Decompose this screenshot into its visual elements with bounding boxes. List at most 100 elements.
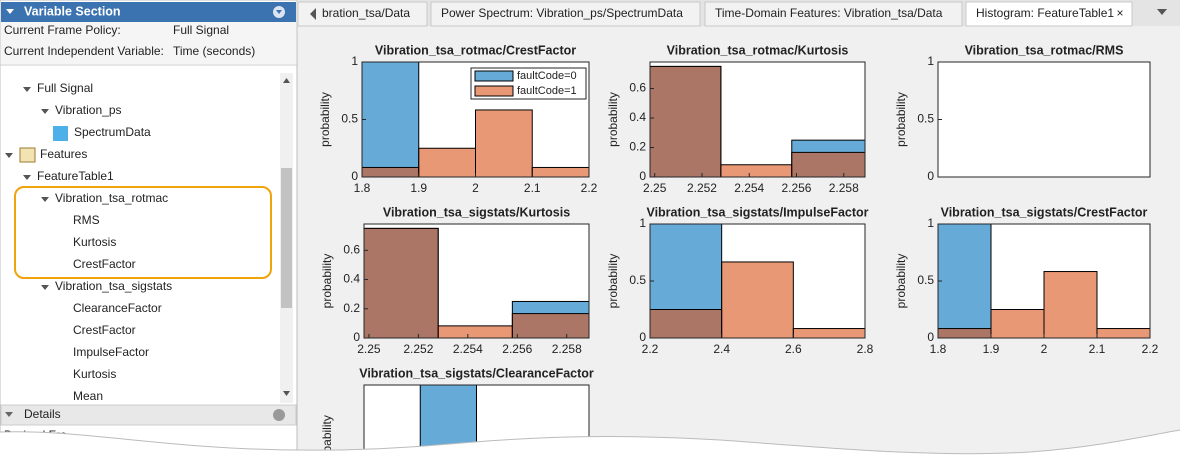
legend-label: faultCode=0	[517, 70, 577, 82]
y-tick-label: 0.4	[629, 110, 646, 124]
x-tick-label: 2.258	[552, 342, 582, 356]
y-axis-label: probability	[606, 254, 620, 309]
details-menu[interactable]	[273, 409, 285, 421]
expand-icon[interactable]	[5, 412, 13, 417]
x-tick-label: 2.1	[524, 181, 541, 195]
histogram-bar	[418, 147, 476, 178]
tab-menu[interactable]	[1157, 9, 1167, 15]
histogram-bar	[1096, 328, 1151, 339]
histogram-bar	[511, 313, 590, 339]
scroll-thumb[interactable]	[281, 168, 292, 308]
tree-item[interactable]: RMS	[73, 213, 100, 227]
x-tick-label: 2.256	[502, 342, 532, 356]
tree-item[interactable]: Kurtosis	[73, 367, 116, 381]
plot-title: Vibration_tsa_sigstats/ClearanceFactor	[359, 366, 594, 380]
histogram-bar	[531, 166, 590, 178]
histogram-bar	[791, 151, 866, 178]
collapse-icon[interactable]	[6, 9, 14, 14]
x-tick-label: 2.25	[357, 342, 381, 356]
value: Time (seconds)	[173, 44, 255, 58]
tree-item[interactable]: CrestFactor	[73, 257, 136, 271]
data-icon	[53, 126, 68, 141]
x-tick-label: 2.258	[829, 181, 859, 195]
tree: Full Signal Vibration_ps SpectrumData Featu…	[5, 81, 172, 403]
tree-item[interactable]: Mean	[73, 389, 103, 403]
tree-item[interactable]: Vibration_tsa_sigstats	[55, 279, 172, 293]
tab-close[interactable]: ×	[1116, 6, 1123, 20]
x-tick-label: 2.2	[581, 181, 598, 195]
tree-item[interactable]: CrestFactor	[73, 323, 136, 337]
tree-item[interactable]: FeatureTable1	[37, 169, 114, 183]
torn-edge	[0, 430, 1180, 460]
tree-item[interactable]: SpectrumData	[74, 125, 151, 139]
y-tick-label: 0.2	[629, 140, 646, 154]
x-tick-label: 2.254	[453, 342, 483, 356]
panel-header	[1, 2, 296, 22]
x-tick-label: 2	[472, 181, 479, 195]
y-tick-label: 1	[351, 54, 358, 68]
plot-title: Vibration_tsa_rotmac/RMS	[965, 43, 1124, 57]
tree-toggle[interactable]	[23, 175, 31, 180]
tab[interactable]	[965, 1, 1133, 27]
histogram-bar	[649, 309, 723, 339]
tree-toggle[interactable]	[41, 285, 49, 290]
tree-item[interactable]: Vibration_ps	[55, 103, 122, 117]
table-icon	[19, 147, 36, 163]
legend-swatch	[474, 85, 514, 97]
tree-item[interactable]: Features	[40, 147, 87, 161]
y-tick-label: 0.5	[917, 273, 934, 287]
panel-menu-arrow	[276, 10, 282, 14]
y-axis-label: probability	[894, 254, 908, 309]
legend-label: faultCode=1	[517, 85, 577, 97]
x-tick-label: 2.252	[687, 181, 717, 195]
tab-scroll-left[interactable]	[310, 8, 316, 20]
tabs: bration_tsa/Data Power Spectrum: Vibratio…	[297, 1, 1133, 27]
x-tick-label: 2	[1041, 342, 1048, 356]
histogram-bar	[475, 109, 533, 178]
y-tick-label: 0	[639, 330, 646, 344]
y-tick-label: 0.2	[343, 301, 360, 315]
x-tick-label: 2.8	[857, 342, 874, 356]
x-tick-label: 2.252	[403, 342, 433, 356]
tree-item[interactable]: Full Signal	[37, 81, 93, 95]
histogram-bar	[649, 65, 722, 178]
x-tick-label: 2.4	[713, 342, 730, 356]
histogram-bar	[361, 61, 420, 178]
highlight	[14, 186, 272, 279]
y-axis-label: probability	[320, 415, 334, 460]
histogram-bar	[361, 166, 420, 178]
tab[interactable]	[297, 1, 428, 27]
tree-item[interactable]: Kurtosis	[73, 235, 116, 249]
tree-toggle[interactable]	[41, 109, 49, 114]
panel-title: Variable Section	[24, 4, 121, 18]
y-axis-label: probability	[606, 92, 620, 147]
tree-item[interactable]: ClearanceFactor	[73, 301, 162, 315]
y-tick-label: 0.5	[341, 112, 358, 126]
tree-toggle[interactable]	[5, 153, 13, 158]
x-tick-label: 1.8	[354, 181, 371, 195]
y-tick-label: 0.5	[629, 273, 646, 287]
x-tick-label: 2.2	[642, 342, 659, 356]
tree-toggle[interactable]	[23, 87, 31, 92]
y-axis-label: probability	[318, 92, 332, 147]
scroll-down[interactable]	[283, 391, 290, 396]
y-tick-label: 1	[927, 54, 934, 68]
left-panel	[0, 0, 298, 460]
tree-item[interactable]: ImpulseFactor	[73, 345, 149, 359]
plot-title: Vibration_tsa_sigstats/ImpulseFactor	[646, 205, 868, 219]
x-tick-label: 1.8	[930, 342, 947, 356]
plots: Vibration_tsa_rotmac/CrestFactor probabil…	[318, 43, 1159, 460]
x-tick-label: 2.6	[785, 342, 802, 356]
tab[interactable]	[430, 1, 701, 27]
histogram-bar	[720, 164, 793, 178]
y-tick-label: 0	[639, 169, 646, 183]
x-tick-label: 2.1	[1089, 342, 1106, 356]
plot-border	[649, 61, 866, 178]
scroll-up[interactable]	[283, 78, 290, 83]
tree-toggle[interactable]	[41, 197, 49, 202]
y-axis-label: probability	[894, 92, 908, 147]
tree-item[interactable]: Vibration_tsa_rotmac	[55, 191, 168, 205]
legend-swatch	[474, 70, 514, 82]
tab[interactable]	[704, 1, 963, 27]
